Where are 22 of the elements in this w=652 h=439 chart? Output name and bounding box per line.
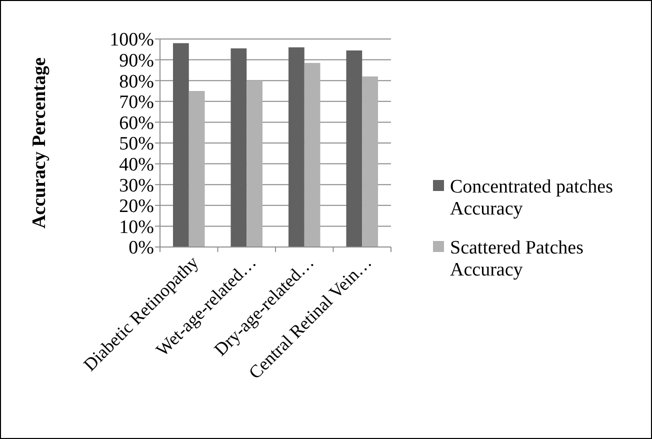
bar bbox=[362, 76, 378, 247]
y-tick-label: 100% bbox=[110, 30, 154, 51]
y-tick-label: 70% bbox=[119, 92, 154, 114]
bar bbox=[172, 43, 189, 247]
legend-label: Scattered Patches Accuracy bbox=[450, 238, 584, 281]
legend-label: Concentrated patches Accuracy bbox=[450, 176, 614, 220]
bar bbox=[230, 48, 247, 247]
y-tick-label: 90% bbox=[119, 50, 154, 72]
y-tick-label: 10% bbox=[119, 216, 154, 238]
y-tick-label: 60% bbox=[119, 112, 154, 134]
y-tick-label: 20% bbox=[119, 196, 154, 218]
bar bbox=[246, 80, 263, 247]
bar bbox=[304, 62, 320, 247]
bar bbox=[346, 50, 362, 247]
y-tick-label: 40% bbox=[119, 154, 154, 176]
bar bbox=[188, 91, 205, 247]
y-tick-label: 50% bbox=[119, 134, 154, 155]
y-tick-label: 0% bbox=[128, 238, 154, 259]
y-axis-title: Accuracy Percentage bbox=[29, 57, 50, 229]
y-tick-label: 30% bbox=[119, 175, 154, 196]
y-tick-label: 80% bbox=[119, 71, 154, 92]
bar bbox=[288, 47, 304, 247]
